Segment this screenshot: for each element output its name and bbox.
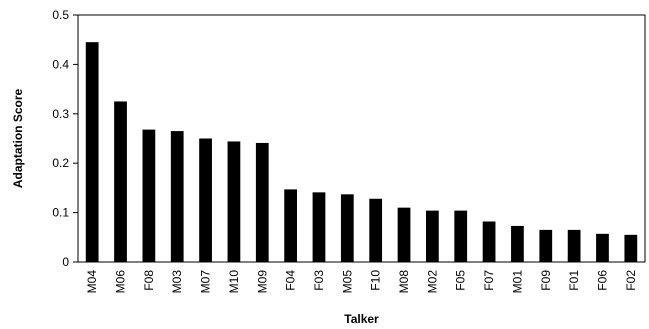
y-tick-label: 0.3 (52, 107, 69, 121)
bar-m07 (199, 138, 212, 262)
y-axis-title: Adaptation Score (11, 89, 25, 189)
x-tick-label: F02 (624, 270, 638, 291)
y-tick-label: 0.2 (52, 156, 69, 170)
x-tick-label: F03 (312, 270, 326, 291)
x-tick-label: F01 (567, 270, 581, 291)
bar-f03 (312, 192, 326, 262)
bar-f01 (567, 229, 581, 262)
x-tick-label: M07 (199, 270, 213, 294)
x-tick-label: F10 (369, 270, 383, 291)
x-tick-label: M05 (340, 270, 354, 294)
plot-frame (77, 14, 646, 263)
x-tick-label: M04 (85, 270, 99, 294)
bar-f07 (482, 221, 496, 262)
bar-m08 (397, 207, 411, 262)
y-tick-label: 0.5 (52, 8, 69, 22)
bars (85, 42, 638, 262)
bar-m03 (170, 131, 184, 262)
bar-m10 (227, 141, 241, 262)
bar-f06 (596, 233, 609, 262)
x-tick-label: F09 (539, 270, 553, 291)
y-tick-label: 0.4 (52, 57, 69, 71)
bar-f05 (454, 210, 468, 262)
bar-m02 (425, 210, 439, 262)
x-axis-title: Talker (344, 312, 379, 326)
bar-f02 (624, 234, 638, 262)
x-tick-label: M09 (255, 270, 269, 294)
bar-f04 (284, 189, 298, 262)
bar-m09 (255, 142, 269, 262)
x-tick-label: F05 (454, 270, 468, 291)
x-axis-tick-labels: M04 M06 F08 M03 M07 M10 M09 F04 F03 M05 F10 M08 M02 F… (85, 270, 638, 294)
bar-m05 (340, 194, 354, 262)
bar-f09 (539, 229, 553, 262)
x-tick-label: M01 (510, 270, 524, 294)
bar-m04 (85, 42, 99, 262)
x-tick-label: M03 (170, 270, 184, 294)
bar-m06 (114, 101, 127, 262)
y-tick-label: 0.1 (52, 206, 69, 220)
x-tick-label: F06 (595, 270, 609, 291)
x-tick-label: M10 (227, 270, 241, 294)
x-tick-label: F04 (284, 270, 298, 291)
y-tick-label: 0 (62, 255, 69, 269)
bar-m01 (511, 225, 524, 262)
x-tick-label: M08 (397, 270, 411, 294)
x-tick-label: F07 (482, 270, 496, 291)
y-axis-ticks: 0 0.1 0.2 0.3 0.4 0.5 (52, 8, 78, 269)
x-tick-label: F08 (142, 270, 156, 291)
x-tick-label: M02 (425, 270, 439, 294)
bar-f10 (369, 198, 383, 262)
x-tick-label: M06 (114, 270, 128, 294)
bar-f08 (142, 129, 156, 262)
